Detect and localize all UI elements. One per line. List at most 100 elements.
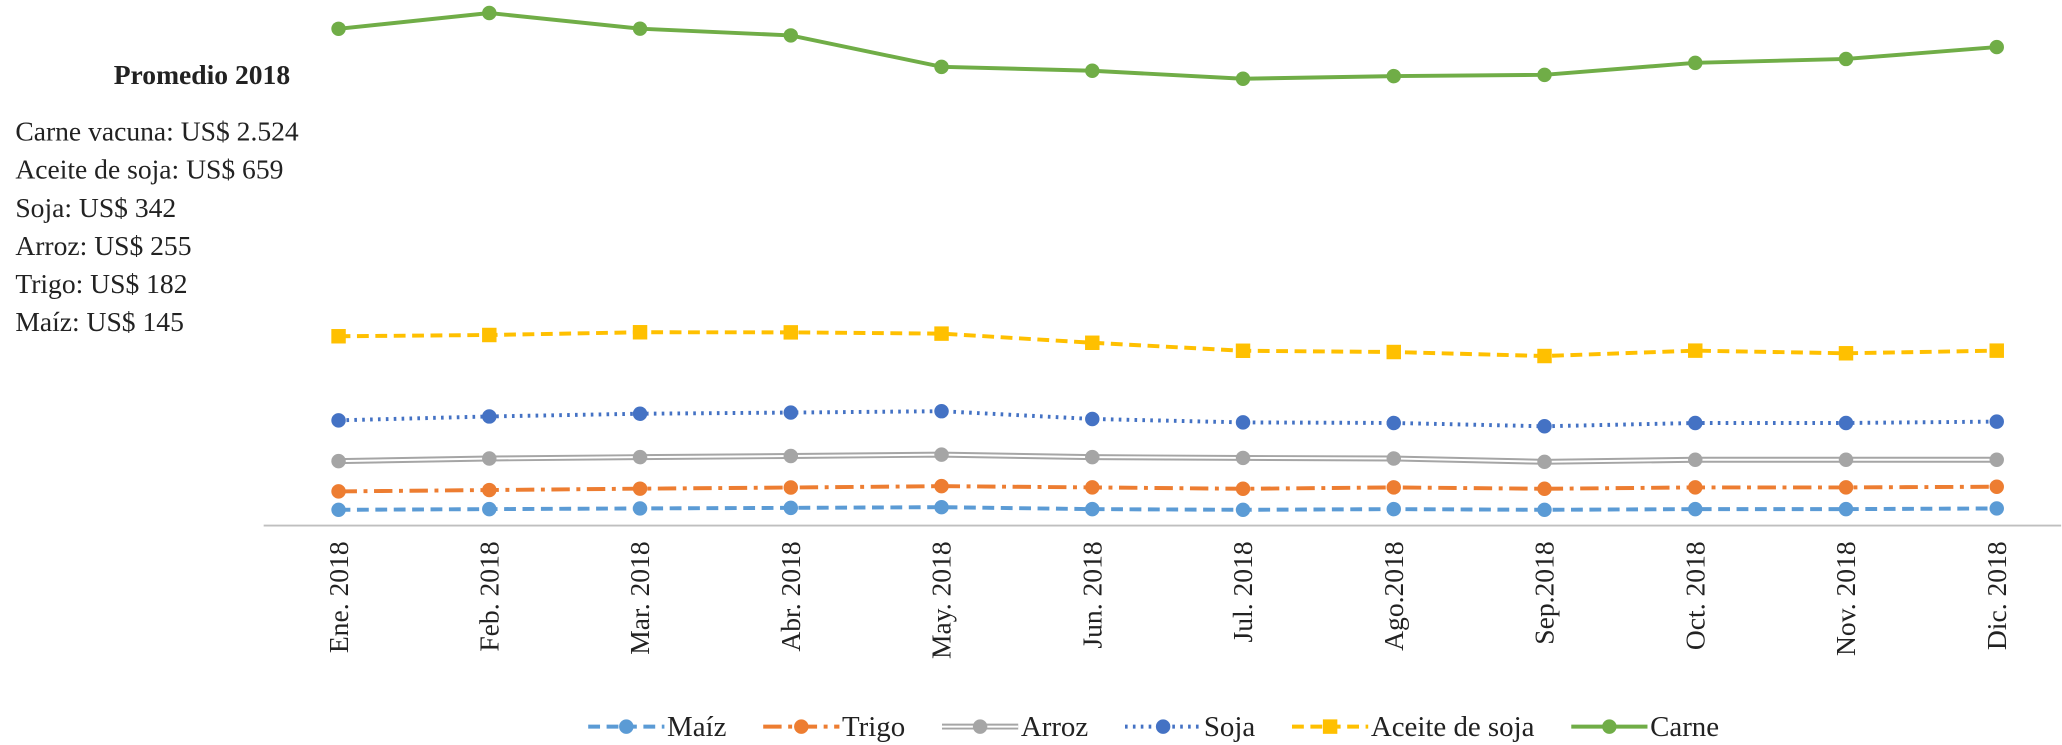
data-point [1386, 451, 1401, 466]
data-point [1989, 343, 2004, 358]
data-point [934, 403, 949, 419]
data-point [934, 59, 949, 75]
legend-marker [619, 719, 634, 734]
data-point [783, 28, 799, 43]
annotation-line: Arroz: US$ 255 [15, 230, 191, 261]
x-tick-label: Mar. 2018 [624, 541, 655, 654]
data-point [1386, 68, 1401, 84]
data-point [1085, 449, 1100, 465]
data-point [632, 501, 648, 516]
data-point [934, 478, 949, 494]
data-point [783, 325, 799, 340]
data-point [1537, 67, 1552, 83]
legend-label: Trigo [842, 711, 905, 743]
x-tick-label: Ago.2018 [1378, 541, 1409, 651]
legend-marker [1155, 719, 1171, 734]
x-tick-label: Ene. 2018 [323, 541, 354, 653]
x-tick-label: Nov. 2018 [1830, 541, 1861, 656]
x-tick-label: May. 2018 [926, 541, 957, 659]
legend-marker [1322, 719, 1338, 734]
data-point [934, 326, 949, 341]
data-point [331, 453, 346, 469]
x-tick-label: Sep.2018 [1529, 541, 1560, 644]
x-tick-label: Oct. 2018 [1679, 541, 1710, 650]
data-point [482, 501, 497, 517]
series-line [338, 409, 1997, 429]
data-point [934, 499, 949, 515]
data-point [1838, 480, 1854, 495]
data-point [783, 500, 799, 516]
legend-marker [972, 719, 988, 734]
data-point [1989, 39, 2004, 55]
data-point [1688, 480, 1703, 495]
series-line [338, 330, 1997, 358]
series-line [338, 11, 1997, 81]
x-tick-label: Dic. 2018 [1981, 541, 2012, 650]
data-point [1085, 480, 1100, 495]
data-point [1688, 415, 1703, 431]
annotation-line: Maíz: US$ 145 [15, 306, 184, 337]
data-point [1688, 55, 1703, 71]
legend-label: Arroz [1021, 711, 1089, 743]
x-tick-label: Jul. 2018 [1227, 541, 1258, 642]
data-point [1537, 348, 1552, 364]
data-point [1688, 452, 1703, 467]
data-point [1386, 415, 1401, 431]
data-point [632, 406, 648, 421]
data-point [632, 21, 648, 36]
data-point [1537, 481, 1552, 497]
data-point [1235, 481, 1251, 497]
data-point [331, 329, 346, 344]
data-point [482, 409, 497, 424]
series-line-inner [338, 453, 1997, 463]
data-point [482, 451, 497, 466]
annotation-line: Trigo: US$ 182 [15, 268, 187, 299]
data-point [1537, 454, 1552, 470]
data-point [331, 502, 346, 518]
data-point [1838, 415, 1854, 431]
data-point [1085, 501, 1100, 517]
legend-label: Soja [1204, 711, 1256, 743]
legend-marker [1602, 719, 1617, 734]
data-point [1688, 343, 1703, 358]
data-point [1085, 411, 1100, 427]
data-point [1989, 501, 2004, 516]
legend-marker [794, 719, 809, 734]
legend-label: Carne [1650, 711, 1719, 743]
legend-label: Maíz [667, 711, 727, 743]
data-point [934, 447, 949, 462]
data-point [1386, 480, 1401, 495]
data-point [1085, 63, 1100, 78]
data-point [482, 327, 497, 343]
legend-label: Aceite de soja [1371, 711, 1535, 743]
data-point [783, 480, 799, 495]
data-point [1386, 501, 1401, 517]
annotation-title: Promedio 2018 [114, 59, 290, 90]
data-point [1085, 335, 1100, 350]
data-point [1989, 479, 2004, 494]
data-point [1989, 452, 2004, 467]
data-point [1235, 415, 1251, 430]
data-point [1537, 502, 1552, 518]
data-point [1838, 501, 1854, 517]
data-point [1838, 51, 1854, 67]
series-line [338, 484, 1997, 494]
data-point [783, 448, 799, 464]
data-point [632, 481, 648, 496]
annotation-line: Soja: US$ 342 [15, 192, 176, 223]
data-point [783, 405, 799, 420]
data-point [331, 413, 346, 428]
annotation-line: Carne vacuna: US$ 2.524 [15, 116, 299, 147]
x-tick-label: Abr. 2018 [775, 541, 806, 651]
series-line [338, 505, 1997, 512]
data-point [1688, 501, 1703, 517]
data-point [1235, 343, 1251, 358]
data-point [1838, 452, 1854, 467]
data-point [1386, 344, 1401, 360]
data-point [482, 482, 497, 498]
data-point [1235, 502, 1251, 518]
data-point [632, 325, 648, 340]
data-point [1989, 414, 2004, 429]
